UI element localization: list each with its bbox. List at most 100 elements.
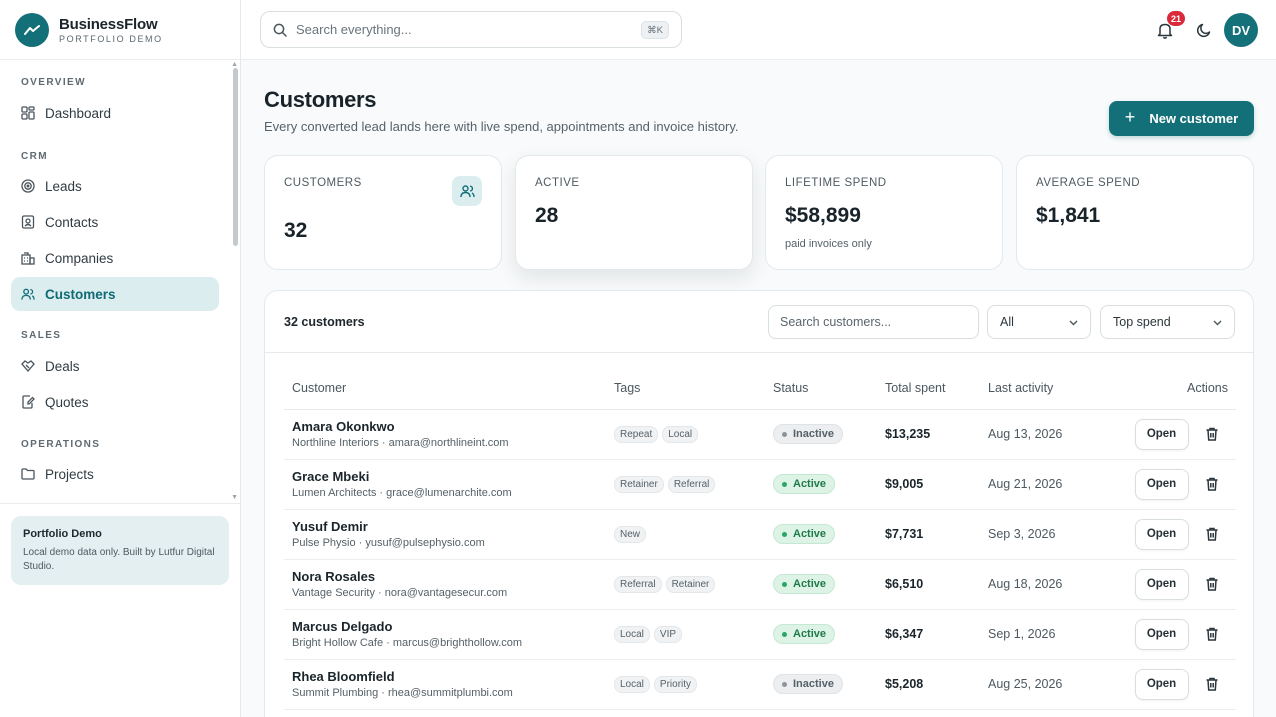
customer-search-input[interactable]: Search customers... bbox=[768, 305, 979, 339]
table-row[interactable]: Nora Rosales Vantage Security · nora@van… bbox=[284, 559, 1236, 610]
column-header-status[interactable]: Status bbox=[765, 367, 877, 410]
customer-name[interactable]: Rhea Bloomfield bbox=[292, 669, 395, 684]
status-dot-icon bbox=[782, 681, 787, 687]
tags-cell: Referral Retainer bbox=[606, 559, 765, 610]
trash-icon[interactable] bbox=[1204, 426, 1220, 442]
table-row[interactable]: Amara Okonkwo Northline Interiors · amar… bbox=[284, 409, 1236, 460]
stat-label: ACTIVE bbox=[535, 177, 580, 189]
sidebar-item-customers[interactable]: Customers bbox=[11, 277, 219, 311]
sidebar-item-deals[interactable]: Deals bbox=[11, 349, 219, 383]
table-row[interactable]: Marcus Delgado Bright Hollow Cafe · marc… bbox=[284, 609, 1236, 660]
customer-cell[interactable]: Marcus Delgado Bright Hollow Cafe · marc… bbox=[284, 609, 606, 660]
status-dot-icon bbox=[782, 481, 787, 487]
status-label: Inactive bbox=[793, 678, 834, 690]
global-search-input[interactable]: Search everything... ⌘K bbox=[260, 11, 682, 48]
table-row[interactable]: Grace Mbeki Lumen Architects · grace@lum… bbox=[284, 459, 1236, 510]
portfolio-demo-card: Portfolio Demo Local demo data only. Bui… bbox=[11, 516, 229, 585]
last-activity: Sep 1, 2026 bbox=[980, 609, 1110, 660]
page-title: Customers bbox=[264, 87, 377, 112]
status-label: Active bbox=[793, 578, 827, 590]
total-spent: $6,347 bbox=[877, 609, 980, 660]
customer-name[interactable]: Nora Rosales bbox=[292, 569, 376, 584]
tags-cell: Repeat Local bbox=[606, 409, 765, 460]
actions-cell: Open bbox=[1110, 659, 1236, 710]
total-spent: $13,235 bbox=[877, 409, 980, 460]
document-edit-icon bbox=[21, 395, 35, 409]
avatar[interactable]: DV bbox=[1224, 13, 1258, 47]
open-button[interactable]: Open bbox=[1134, 518, 1189, 550]
tag-badge: New bbox=[614, 525, 647, 543]
customer-cell[interactable]: Nora Rosales Vantage Security · nora@van… bbox=[284, 559, 606, 610]
customer-cell[interactable]: Grace Mbeki Lumen Architects · grace@lum… bbox=[284, 459, 606, 510]
actions-cell: Open bbox=[1110, 509, 1236, 560]
customers-table: Customer Tags Status Total spent Last ac… bbox=[284, 367, 1236, 710]
trash-icon[interactable] bbox=[1204, 526, 1220, 542]
sidebar-item-quotes[interactable]: Quotes bbox=[11, 385, 219, 419]
new-customer-button[interactable]: + New customer bbox=[1109, 101, 1254, 136]
table-row[interactable]: Rhea Bloomfield Summit Plumbing · rhea@s… bbox=[284, 659, 1236, 710]
total-spent: $7,731 bbox=[877, 509, 980, 560]
customer-company-email: Bright Hollow Cafe · marcus@brighthollow… bbox=[292, 637, 523, 649]
moon-icon[interactable] bbox=[1195, 21, 1213, 39]
sidebar-scrollbar[interactable] bbox=[233, 68, 238, 246]
scroll-down-arrow-icon[interactable]: ▼ bbox=[231, 494, 238, 501]
status-badge: Active bbox=[773, 624, 836, 644]
trash-icon[interactable] bbox=[1204, 576, 1220, 592]
open-button[interactable]: Open bbox=[1134, 468, 1189, 500]
sidebar-item-dashboard[interactable]: Dashboard bbox=[11, 96, 219, 130]
actions-cell: Open bbox=[1110, 409, 1236, 460]
trash-icon[interactable] bbox=[1204, 476, 1220, 492]
status-cell: Active bbox=[765, 459, 877, 510]
sidebar: BusinessFlow PORTFOLIO DEMO ▲ ▼ OVERVIEW… bbox=[0, 0, 241, 717]
tag-badge: Local bbox=[662, 425, 699, 443]
customer-company-email: Northline Interiors · amara@northlineint… bbox=[292, 437, 509, 449]
customer-name[interactable]: Marcus Delgado bbox=[292, 619, 393, 634]
section-label-crm: CRM bbox=[21, 151, 48, 162]
open-button[interactable]: Open bbox=[1134, 618, 1189, 650]
customer-name[interactable]: Amara Okonkwo bbox=[292, 419, 395, 434]
last-activity: Aug 21, 2026 bbox=[980, 459, 1110, 510]
status-dot-icon bbox=[782, 581, 787, 587]
demo-card-text: Local demo data only. Built by Lutfur Di… bbox=[23, 547, 215, 572]
sidebar-item-label: Leads bbox=[45, 178, 82, 194]
column-header-total-spent[interactable]: Total spent bbox=[877, 367, 980, 410]
column-header-last-activity[interactable]: Last activity bbox=[980, 367, 1110, 410]
customer-name[interactable]: Yusuf Demir bbox=[292, 519, 368, 534]
open-button[interactable]: Open bbox=[1134, 568, 1189, 600]
trash-icon[interactable] bbox=[1204, 676, 1220, 692]
status-filter-value: All bbox=[1000, 315, 1014, 329]
bell-icon[interactable] bbox=[1155, 20, 1175, 40]
open-button[interactable]: Open bbox=[1134, 668, 1189, 700]
table-header-row: Customer Tags Status Total spent Last ac… bbox=[284, 367, 1236, 410]
customer-company-email: Summit Plumbing · rhea@summitplumbi.com bbox=[292, 687, 513, 699]
stat-note: paid invoices only bbox=[785, 238, 872, 250]
customer-cell[interactable]: Yusuf Demir Pulse Physio · yusuf@pulseph… bbox=[284, 509, 606, 560]
section-label-sales: SALES bbox=[21, 330, 62, 341]
status-badge: Active bbox=[773, 524, 836, 544]
sort-select[interactable]: Top spend bbox=[1100, 305, 1235, 339]
brand[interactable]: BusinessFlow PORTFOLIO DEMO bbox=[0, 0, 240, 60]
plus-icon: + bbox=[1124, 107, 1136, 127]
sidebar-item-label: Customers bbox=[45, 286, 116, 302]
table-row[interactable]: Yusuf Demir Pulse Physio · yusuf@pulseph… bbox=[284, 509, 1236, 560]
column-header-actions: Actions bbox=[1110, 367, 1236, 410]
sidebar-item-companies[interactable]: Companies bbox=[11, 241, 219, 275]
customer-name[interactable]: Grace Mbeki bbox=[292, 469, 370, 484]
sidebar-item-projects[interactable]: Projects bbox=[11, 457, 219, 491]
customer-cell[interactable]: Amara Okonkwo Northline Interiors · amar… bbox=[284, 409, 606, 460]
status-cell: Inactive bbox=[765, 409, 877, 460]
customers-table-card: 32 customers Search customers... All Top… bbox=[264, 290, 1254, 717]
column-header-tags[interactable]: Tags bbox=[606, 367, 765, 410]
status-filter-select[interactable]: All bbox=[987, 305, 1091, 339]
status-label: Active bbox=[793, 478, 827, 490]
tag-badge: Priority bbox=[653, 675, 698, 693]
scroll-up-arrow-icon[interactable]: ▲ bbox=[231, 61, 238, 68]
column-header-customer[interactable]: Customer bbox=[284, 367, 606, 410]
sidebar-item-leads[interactable]: Leads bbox=[11, 169, 219, 203]
customer-cell[interactable]: Rhea Bloomfield Summit Plumbing · rhea@s… bbox=[284, 659, 606, 710]
trash-icon[interactable] bbox=[1204, 626, 1220, 642]
sidebar-item-contacts[interactable]: Contacts bbox=[11, 205, 219, 239]
open-button[interactable]: Open bbox=[1134, 418, 1189, 450]
tags-cell: Local VIP bbox=[606, 609, 765, 660]
stat-value: $1,841 bbox=[1036, 204, 1101, 227]
